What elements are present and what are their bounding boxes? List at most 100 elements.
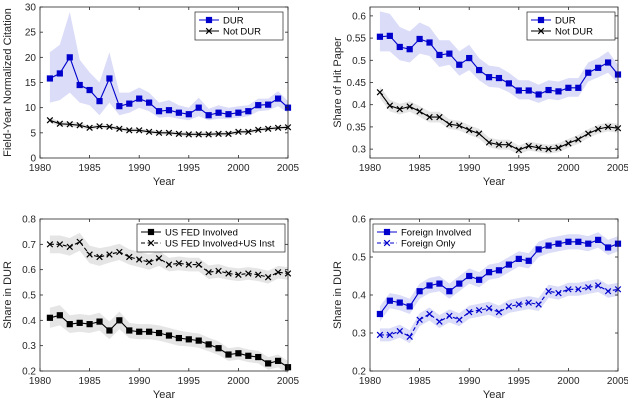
legend-marker [537, 27, 545, 35]
y-tick-label: 0.4 [22, 316, 36, 327]
data-point [465, 308, 473, 316]
data-point [585, 240, 592, 247]
chart-panel-4: 1980 1985 1990 1995 2000 2005 0.2 0.3 0.4 0.5 0.6 Y… [332, 215, 628, 402]
y-axis-label: Share in DUR [2, 261, 14, 329]
data-point [245, 270, 252, 277]
x-tick-label: 1990 [458, 376, 481, 387]
legend-box [136, 223, 286, 253]
data-point [136, 328, 143, 335]
data-point [155, 129, 163, 137]
data-point [485, 305, 493, 312]
data-point [245, 128, 252, 136]
legend-box [194, 11, 284, 41]
data-point [595, 236, 602, 244]
data-point [585, 130, 592, 137]
data-point [155, 329, 163, 337]
legend-label: DUR [555, 15, 576, 26]
data-point [604, 287, 612, 295]
data-point [106, 75, 113, 82]
data-point [555, 144, 562, 152]
data-point [235, 128, 242, 136]
data-point [535, 91, 542, 98]
data-point [155, 255, 163, 262]
y-tick-label: 0.5 [352, 253, 366, 264]
data-point [575, 238, 582, 245]
data-point [466, 272, 473, 280]
data-point [264, 274, 272, 281]
data-point [255, 126, 262, 134]
data-point [165, 261, 173, 268]
data-point [396, 299, 403, 306]
data-point [205, 131, 212, 138]
data-point [116, 248, 123, 256]
y-tick-label: 30 [25, 3, 37, 14]
data-point [145, 258, 153, 266]
y-tick-label: 0.6 [352, 215, 366, 226]
x-axis-label: Year [483, 389, 506, 401]
data-point [155, 108, 163, 115]
x-tick-label: 1985 [78, 376, 101, 387]
data-point [106, 251, 113, 258]
data-point [495, 141, 503, 148]
data-point [416, 316, 423, 323]
data-point [96, 253, 103, 261]
data-point [205, 112, 212, 119]
legend-marker [147, 239, 155, 247]
x-tick-label: 1995 [508, 163, 531, 174]
data-point [575, 286, 582, 293]
y-axis-label: Share of Hit Paper [332, 37, 344, 128]
data-point [225, 111, 232, 118]
data-point [594, 125, 602, 133]
data-point [476, 66, 483, 74]
data-point [475, 306, 483, 314]
y-tick-label: 25 [25, 28, 37, 39]
data-point [525, 87, 532, 94]
data-point [165, 107, 173, 114]
y-tick-label: 0.6 [352, 11, 366, 22]
data-point [545, 242, 552, 249]
data-point [136, 95, 143, 102]
data-point [604, 244, 612, 251]
data-point [426, 39, 433, 46]
data-point [466, 54, 473, 62]
data-point [116, 125, 123, 133]
data-point [416, 288, 423, 295]
data-point [175, 334, 182, 342]
data-point [535, 301, 542, 308]
data-point [126, 100, 133, 107]
data-point [66, 321, 73, 328]
data-point [56, 120, 64, 127]
data-point [195, 261, 202, 268]
confidence-band [379, 279, 618, 344]
legend-label: US FED Involved [165, 227, 238, 238]
data-point [76, 319, 83, 326]
data-point [215, 130, 222, 138]
data-point [235, 350, 242, 357]
data-point [215, 345, 222, 352]
chart-panel-3: 1980 1985 1990 1995 2000 2005 0.2 0.3 0.4 0.5 0.6 0… [2, 215, 300, 402]
data-point [255, 102, 262, 109]
confidence-band [49, 12, 289, 121]
data-point [86, 124, 93, 132]
data-point [195, 104, 202, 111]
y-tick-label: 0.2 [22, 367, 36, 378]
data-point [426, 310, 433, 318]
x-tick-label: 2000 [227, 163, 250, 174]
legend-label: Foreign Involved [401, 227, 471, 238]
x-tick-label: 1990 [128, 376, 151, 387]
data-point [436, 318, 443, 325]
data-point [265, 101, 272, 108]
data-point [436, 280, 443, 287]
data-point [66, 54, 73, 61]
data-point [446, 50, 453, 57]
data-point [525, 142, 532, 150]
data-point [525, 299, 532, 306]
y-tick-label: 0.55 [347, 34, 367, 45]
data-point [76, 81, 83, 89]
data-point [76, 122, 83, 129]
confidence-band [379, 11, 618, 103]
data-point [255, 353, 262, 361]
data-point [46, 241, 54, 248]
x-tick-label: 2005 [277, 163, 300, 174]
